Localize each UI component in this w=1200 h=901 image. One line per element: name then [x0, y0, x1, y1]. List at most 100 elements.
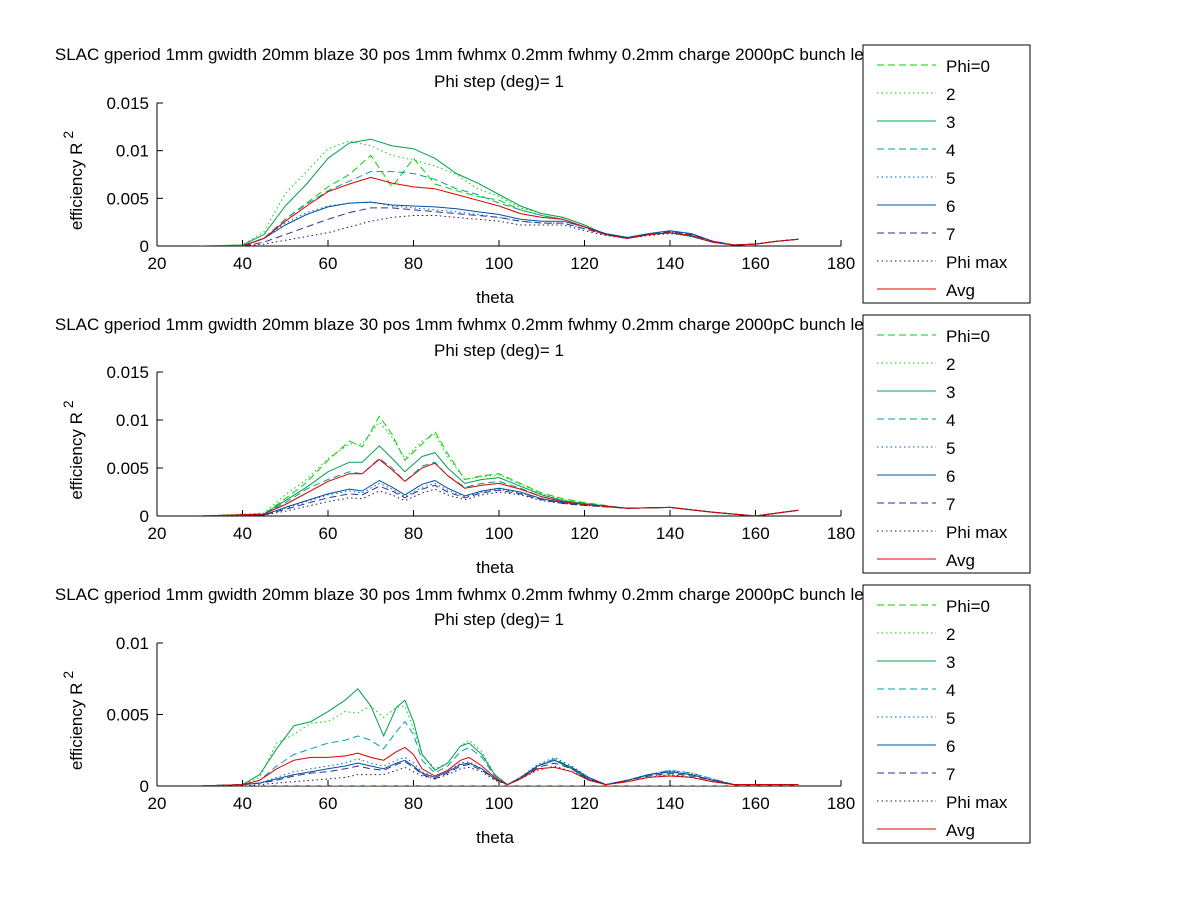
x-tick-label: 40: [233, 794, 252, 813]
y-tick-label: 0.005: [106, 459, 149, 478]
x-axis-label: theta: [476, 558, 514, 577]
legend: Phi=0 2 3 4 5 6 7 Phi max Avg: [862, 44, 1031, 304]
series-line-1: [199, 421, 799, 516]
legend-entry-label: 6: [946, 197, 955, 216]
x-tick-label: 20: [148, 254, 167, 273]
x-tick-label: 100: [485, 794, 513, 813]
y-tick-label: 0.01: [116, 634, 149, 653]
y-axis-label-superscript: 2: [60, 671, 76, 679]
legend-entry-label: 6: [946, 467, 955, 486]
chart-title: SLAC gperiod 1mm gwidth 20mm blaze 30 po…: [55, 585, 943, 604]
legend-entry-label: 7: [946, 495, 955, 514]
chart-panel-2: 20 40 60 80 100 120 140 160 180 0 0.005 0.01 0.015 SL…: [55, 314, 1031, 577]
legend-entry-label: Avg: [946, 551, 975, 570]
series-line-2: [199, 688, 799, 786]
x-axis-label: theta: [476, 828, 514, 847]
series-line-8: [199, 746, 799, 786]
series-line-2: [199, 138, 799, 246]
series-line-4: [199, 756, 799, 786]
legend-entry-label: 2: [946, 355, 955, 374]
y-axis-label: efficiency R 2: [60, 131, 86, 231]
series-line-1: [199, 705, 799, 786]
y-axis-label-superscript: 2: [60, 400, 76, 408]
y-axis-label-text: efficiency R: [67, 143, 86, 231]
x-tick-label: 120: [570, 794, 598, 813]
legend-box: [862, 314, 1031, 574]
legend-entry-label: 5: [946, 439, 955, 458]
chart-subtitle: Phi step (deg)= 1: [434, 610, 564, 629]
series-line-8: [199, 458, 799, 516]
x-tick-label: 160: [741, 794, 769, 813]
x-tick-label: 40: [233, 254, 252, 273]
legend-entry-label: Phi=0: [946, 597, 990, 616]
series-line-0: [199, 415, 799, 516]
x-tick-label: 100: [485, 524, 513, 543]
y-axis-label: efficiency R 2: [60, 400, 86, 500]
legend-entry-label: 3: [946, 113, 955, 132]
series-line-2: [199, 445, 799, 516]
chart-title: SLAC gperiod 1mm gwidth 20mm blaze 30 po…: [55, 45, 943, 64]
x-tick-label: 20: [148, 794, 167, 813]
legend-entry-label: Phi max: [946, 523, 1008, 542]
y-tick-label: 0.01: [116, 411, 149, 430]
x-tick-label: 140: [656, 524, 684, 543]
legend: Phi=0 2 3 4 5 6 7 Phi max Avg: [862, 314, 1031, 574]
series-line-7: [199, 215, 799, 246]
legend-entry-label: Avg: [946, 281, 975, 300]
legend-box: [862, 584, 1031, 844]
series-line-3: [199, 171, 799, 246]
legend-entry-label: 4: [946, 681, 955, 700]
x-tick-label: 140: [656, 794, 684, 813]
x-tick-label: 160: [741, 524, 769, 543]
series-line-8: [199, 176, 799, 246]
y-tick-label: 0: [140, 507, 149, 526]
y-axis-label-text: efficiency R: [67, 412, 86, 500]
series-line-6: [199, 761, 799, 786]
legend-entry-label: 5: [946, 709, 955, 728]
x-tick-label: 80: [404, 254, 423, 273]
legend-entry-label: 3: [946, 653, 955, 672]
legend-entry-label: 6: [946, 737, 955, 756]
legend-entry-label: 4: [946, 141, 955, 160]
x-tick-label: 100: [485, 254, 513, 273]
series-line-1: [199, 140, 799, 246]
x-tick-label: 40: [233, 524, 252, 543]
series-line-4: [199, 482, 799, 516]
legend-entry-label: 4: [946, 411, 955, 430]
legend-entry-label: 2: [946, 85, 955, 104]
legend-entry-label: 2: [946, 625, 955, 644]
legend-entry-label: Avg: [946, 821, 975, 840]
x-tick-label: 180: [827, 524, 855, 543]
x-tick-label: 160: [741, 254, 769, 273]
legend: Phi=0 2 3 4 5 6 7 Phi max Avg: [862, 584, 1031, 844]
series-line-6: [199, 207, 799, 246]
x-tick-label: 20: [148, 524, 167, 543]
y-axis-label-superscript: 2: [60, 131, 76, 139]
y-axis-label-text: efficiency R: [67, 683, 86, 771]
x-tick-label: 120: [570, 254, 598, 273]
series-line-4: [199, 201, 799, 246]
x-tick-label: 60: [319, 524, 338, 543]
chart-panel-1: 20 40 60 80 100 120 140 160 180 0 0.005 0.01 0.015 SL…: [55, 44, 1031, 307]
series-line-5: [199, 759, 799, 786]
chart-subtitle: Phi step (deg)= 1: [434, 341, 564, 360]
legend-entry-label: Phi max: [946, 253, 1008, 272]
x-tick-label: 80: [404, 524, 423, 543]
x-tick-label: 80: [404, 794, 423, 813]
legend-box: [862, 44, 1031, 304]
x-tick-label: 60: [319, 254, 338, 273]
y-tick-label: 0.015: [106, 94, 149, 113]
series-line-7: [199, 765, 799, 786]
x-tick-label: 180: [827, 794, 855, 813]
x-tick-label: 120: [570, 524, 598, 543]
legend-entry-label: Phi=0: [946, 327, 990, 346]
legend-entry-label: 7: [946, 765, 955, 784]
chart-panel-3: 20 40 60 80 100 120 140 160 180 0 0.005 0.01 SLAC gp…: [55, 584, 1031, 847]
y-tick-label: 0: [140, 237, 149, 256]
y-tick-label: 0.01: [116, 142, 149, 161]
legend-entry-label: 7: [946, 225, 955, 244]
chart-title: SLAC gperiod 1mm gwidth 20mm blaze 30 po…: [55, 315, 943, 334]
legend-entry-label: 5: [946, 169, 955, 188]
y-tick-label: 0: [140, 777, 149, 796]
